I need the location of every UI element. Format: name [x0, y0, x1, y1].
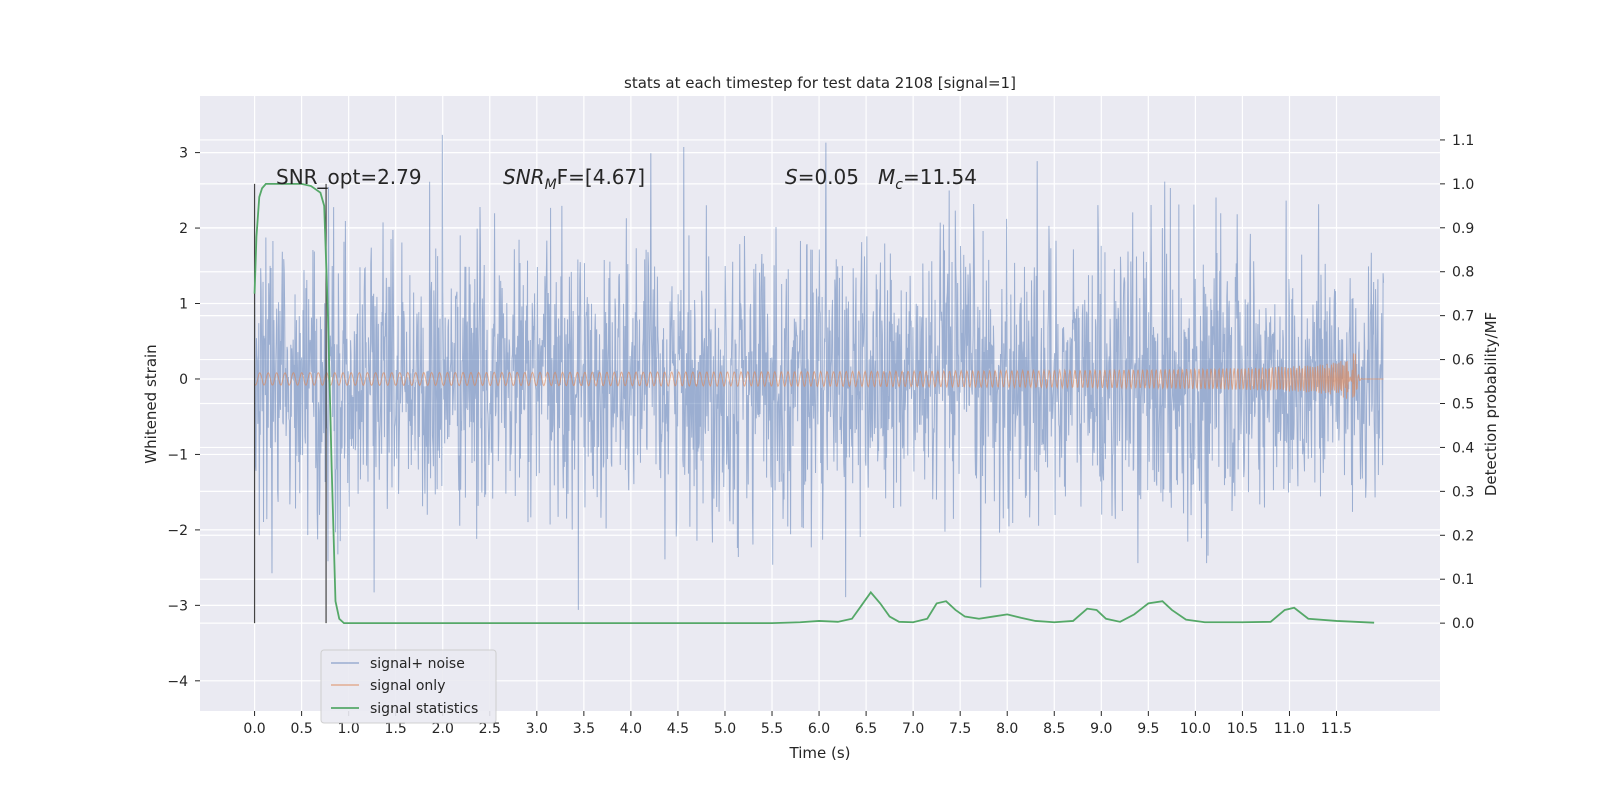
- y-left-tick-label: −1: [167, 447, 188, 463]
- x-tick-label: 7.5: [949, 721, 971, 737]
- x-tick-label: 10.5: [1227, 721, 1258, 737]
- x-tick-label: 8.5: [1043, 721, 1065, 737]
- x-tick-label: 11.0: [1274, 721, 1305, 737]
- x-tick-label: 5.5: [761, 721, 783, 737]
- x-tick-label: 9.0: [1090, 721, 1112, 737]
- y-right-tick-label: 0.8: [1452, 265, 1474, 281]
- x-tick-label: 0.5: [290, 721, 312, 737]
- series-signal-only: [254, 353, 1384, 399]
- y-left-tick-label: 2: [179, 221, 188, 237]
- annotation-mc: Mc=11.54: [878, 165, 977, 193]
- y-right-tick-label: 0.4: [1452, 440, 1474, 456]
- x-tick-label: 6.0: [808, 721, 830, 737]
- x-tick-label: 9.5: [1137, 721, 1159, 737]
- statistics-trace: [253, 182, 1375, 625]
- x-tick-label: 4.0: [620, 721, 642, 737]
- x-tick-label: 6.5: [855, 721, 877, 737]
- y-axis-label-right: Detection probability/MF: [1482, 312, 1500, 496]
- y-right-tick-label: 0.1: [1452, 572, 1474, 588]
- x-tick-label: 2.0: [432, 721, 454, 737]
- x-tick-label: 10.0: [1180, 721, 1211, 737]
- y-right-tick-label: 1.0: [1452, 177, 1474, 193]
- y-right-tick-label: 0.3: [1452, 484, 1474, 500]
- annotation-snr-mf: SNRMF=[4.67]: [503, 165, 645, 193]
- noise-trace: [254, 134, 1385, 610]
- x-tick-label: 8.0: [996, 721, 1018, 737]
- legend-label-signal-noise: signal+ noise: [370, 656, 465, 672]
- y-left-tick-label: −4: [167, 674, 188, 690]
- legend-label-signal-only: signal only: [370, 678, 445, 694]
- series-signal-noise: [254, 134, 1385, 610]
- signal-trace: [254, 353, 1384, 399]
- legend: signal+ noise signal only signal statist…: [320, 649, 497, 724]
- x-tick-label: 1.0: [338, 721, 360, 737]
- y-left-tick-label: 3: [179, 146, 188, 162]
- y-right-tick-label: 0.7: [1452, 309, 1474, 325]
- annotation-snr-opt: SNR_opt=2.79: [276, 165, 422, 189]
- y-axis-label-left: Whitened strain: [142, 344, 160, 463]
- legend-label-signal-statistics: signal statistics: [370, 701, 478, 717]
- y-right-tick-label: 0.6: [1452, 353, 1474, 369]
- x-tick-label: 11.5: [1321, 721, 1352, 737]
- chart-title: stats at each timestep for test data 210…: [624, 74, 1016, 92]
- y-left-tick-label: −2: [167, 523, 188, 539]
- y-right-tick-label: 1.1: [1452, 133, 1474, 149]
- x-tick-label: 4.5: [667, 721, 689, 737]
- y-left-tick-label: 0: [179, 372, 188, 388]
- x-tick-label: 3.5: [573, 721, 595, 737]
- y-left-tick-label: −3: [167, 598, 188, 614]
- legend-box: [320, 649, 497, 724]
- series-signal-statistics: [253, 182, 1375, 625]
- x-tick-label: 5.0: [714, 721, 736, 737]
- y-right-tick-label: 0.5: [1452, 397, 1474, 413]
- annotation-s: S=0.05: [785, 165, 859, 189]
- x-tick-label: 0.0: [243, 721, 265, 737]
- x-axis-ticks: 0.0 0.5 1.0 1.5 2.0 2.5 3.0 3.5 4.0 4.5 5.0 5.5 6.0 6…: [243, 711, 1352, 737]
- x-tick-label: 1.5: [385, 721, 407, 737]
- x-tick-label: 7.0: [902, 721, 924, 737]
- y-axis-right-ticks: 1.1 1.0 0.9 0.8 0.7 0.6 0.5 0.4 0.3 0.2 0.1 0.0: [1440, 133, 1474, 632]
- y-left-tick-label: 1: [179, 297, 188, 313]
- y-right-tick-label: 0.9: [1452, 221, 1474, 237]
- y-right-tick-label: 0.2: [1452, 528, 1474, 544]
- y-right-tick-label: 0.0: [1452, 616, 1474, 632]
- y-axis-left-ticks: 3 2 1 0 −1 −2 −3 −4: [167, 146, 200, 690]
- x-tick-label: 2.5: [479, 721, 501, 737]
- x-tick-label: 3.0: [526, 721, 548, 737]
- x-axis-label: Time (s): [789, 744, 851, 762]
